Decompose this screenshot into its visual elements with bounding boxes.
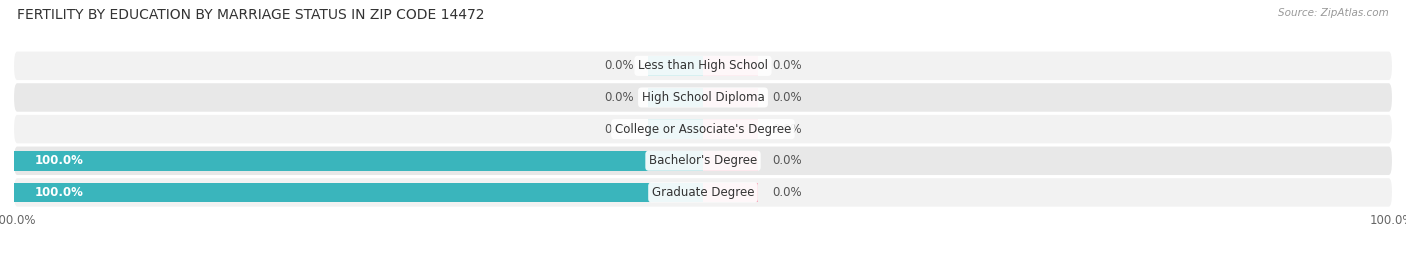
Text: 0.0%: 0.0% (772, 59, 801, 72)
Bar (648, 56, 703, 76)
Bar (648, 119, 703, 139)
Text: College or Associate's Degree: College or Associate's Degree (614, 123, 792, 136)
Text: 0.0%: 0.0% (605, 91, 634, 104)
Text: Bachelor's Degree: Bachelor's Degree (650, 154, 756, 167)
FancyBboxPatch shape (14, 52, 1392, 80)
FancyBboxPatch shape (14, 147, 1392, 175)
Bar (703, 88, 758, 107)
Text: 0.0%: 0.0% (772, 91, 801, 104)
Bar (703, 119, 758, 139)
Text: Source: ZipAtlas.com: Source: ZipAtlas.com (1278, 8, 1389, 18)
Text: 0.0%: 0.0% (605, 59, 634, 72)
Bar (703, 56, 758, 76)
Text: 0.0%: 0.0% (772, 123, 801, 136)
Bar (14, 183, 703, 202)
FancyBboxPatch shape (14, 83, 1392, 112)
Bar (703, 151, 758, 171)
Bar (648, 88, 703, 107)
FancyBboxPatch shape (14, 115, 1392, 143)
Text: 0.0%: 0.0% (772, 186, 801, 199)
Text: 100.0%: 100.0% (35, 154, 83, 167)
Text: High School Diploma: High School Diploma (641, 91, 765, 104)
Text: 100.0%: 100.0% (35, 186, 83, 199)
Bar (703, 183, 758, 202)
Text: 0.0%: 0.0% (605, 123, 634, 136)
Text: 0.0%: 0.0% (772, 154, 801, 167)
FancyBboxPatch shape (14, 178, 1392, 207)
Text: Less than High School: Less than High School (638, 59, 768, 72)
Text: Graduate Degree: Graduate Degree (652, 186, 754, 199)
Text: FERTILITY BY EDUCATION BY MARRIAGE STATUS IN ZIP CODE 14472: FERTILITY BY EDUCATION BY MARRIAGE STATU… (17, 8, 485, 22)
Bar (14, 151, 703, 171)
